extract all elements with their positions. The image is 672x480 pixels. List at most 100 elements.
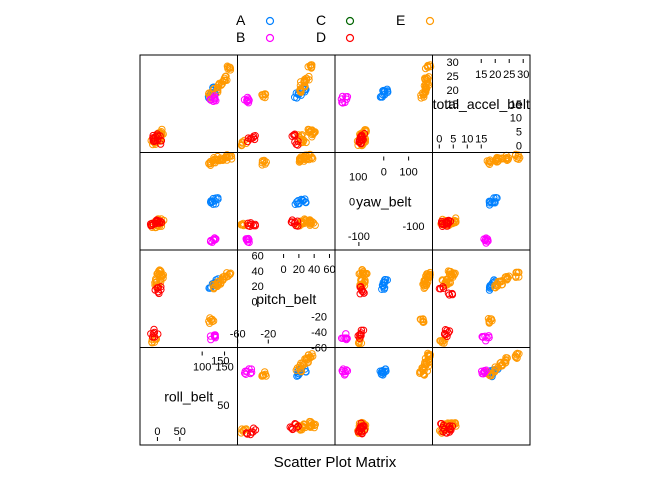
point-e: [485, 159, 493, 167]
point-e: [309, 219, 318, 227]
data-points: [146, 61, 524, 439]
diag-ytick-high: 20: [252, 281, 264, 293]
point-e: [306, 218, 314, 226]
point-b: [210, 92, 219, 100]
point-e: [222, 273, 231, 281]
point-d: [156, 140, 165, 148]
point-d: [156, 217, 165, 226]
point-b: [338, 92, 347, 101]
point-b: [343, 367, 352, 375]
point-d: [150, 328, 159, 337]
point-b: [483, 334, 491, 342]
diag-ytick-low: 50: [217, 400, 229, 412]
point-b: [212, 235, 220, 243]
point-d: [444, 216, 453, 225]
point-e: [512, 350, 521, 358]
point-d: [290, 131, 298, 139]
diag-ytick-low: 0: [516, 141, 522, 153]
point-b: [339, 334, 347, 342]
point-e: [241, 425, 249, 433]
point-b: [481, 367, 489, 375]
legend: AB CD E: [236, 12, 435, 45]
point-d: [150, 325, 158, 334]
point-a: [382, 367, 390, 375]
point-d: [357, 139, 365, 147]
point-d: [291, 420, 299, 428]
point-e: [304, 154, 312, 163]
point-d: [149, 329, 158, 338]
diag-ytick-high: 30: [447, 57, 459, 69]
point-e: [300, 77, 308, 85]
point-b: [481, 332, 489, 340]
diag-ytick-high: 60: [252, 251, 264, 263]
point-d: [249, 133, 257, 142]
diag-tick-high: 20: [489, 69, 501, 81]
point-e: [223, 153, 231, 162]
point-d: [249, 424, 258, 432]
point-d: [357, 283, 365, 291]
diag-tick-high: 20: [293, 264, 305, 276]
point-e: [420, 318, 428, 326]
point-a: [381, 276, 390, 284]
diag-ytick-high: 40: [252, 266, 264, 278]
panel-0-2: [334, 54, 433, 153]
point-e: [259, 93, 267, 101]
diag-tick-high: 100: [193, 362, 211, 374]
point-a: [214, 194, 222, 202]
panel-3-2: [334, 347, 433, 446]
point-b: [343, 334, 351, 343]
point-e: [156, 266, 165, 275]
diag-tick-high: 100: [399, 167, 417, 179]
point-e: [208, 315, 216, 324]
point-d: [294, 137, 302, 145]
point-a: [378, 367, 387, 375]
point-b: [245, 238, 253, 247]
point-e: [307, 422, 316, 430]
point-e: [308, 153, 316, 162]
point-d: [444, 289, 453, 297]
diag-tick-high: 0: [381, 167, 387, 179]
point-d: [355, 137, 363, 145]
point-e: [423, 62, 432, 71]
point-e: [259, 372, 267, 380]
point-b: [206, 95, 214, 104]
legend-label-d: D: [316, 29, 326, 45]
point-a: [294, 197, 302, 205]
legend-marker-c: [345, 16, 355, 26]
panel-3-3: [432, 347, 531, 446]
panel-1-0: [139, 152, 238, 251]
diag-ytick-low: -60: [311, 342, 327, 354]
diag-tick-high: 25: [503, 69, 515, 81]
point-b: [212, 97, 220, 105]
point-b: [247, 365, 256, 373]
point-e: [261, 91, 269, 99]
diag-ytick-low: 15: [510, 99, 522, 111]
point-d: [154, 284, 163, 292]
point-b: [211, 334, 220, 342]
diag-tick-low: 5: [450, 134, 456, 146]
point-e: [483, 157, 491, 165]
point-e: [512, 273, 520, 281]
legend-label-b: B: [236, 29, 245, 45]
point-d: [157, 137, 166, 145]
point-b: [245, 365, 253, 373]
point-d: [438, 222, 447, 231]
legend-marker-d: [345, 33, 355, 43]
point-e: [258, 161, 266, 169]
point-e: [421, 362, 429, 371]
x-axis-label: Scatter Plot Matrix: [274, 454, 397, 471]
diag-tick-high: 15: [475, 69, 487, 81]
point-e: [502, 354, 510, 362]
panel-frames: [139, 54, 531, 446]
point-d: [154, 330, 162, 338]
point-d: [438, 217, 446, 226]
point-d: [357, 329, 365, 337]
point-e: [502, 357, 510, 365]
point-e: [417, 94, 425, 102]
point-e: [223, 151, 231, 159]
diag-ytick-high: 25: [447, 71, 459, 83]
point-e: [355, 270, 363, 278]
point-e: [513, 268, 521, 277]
